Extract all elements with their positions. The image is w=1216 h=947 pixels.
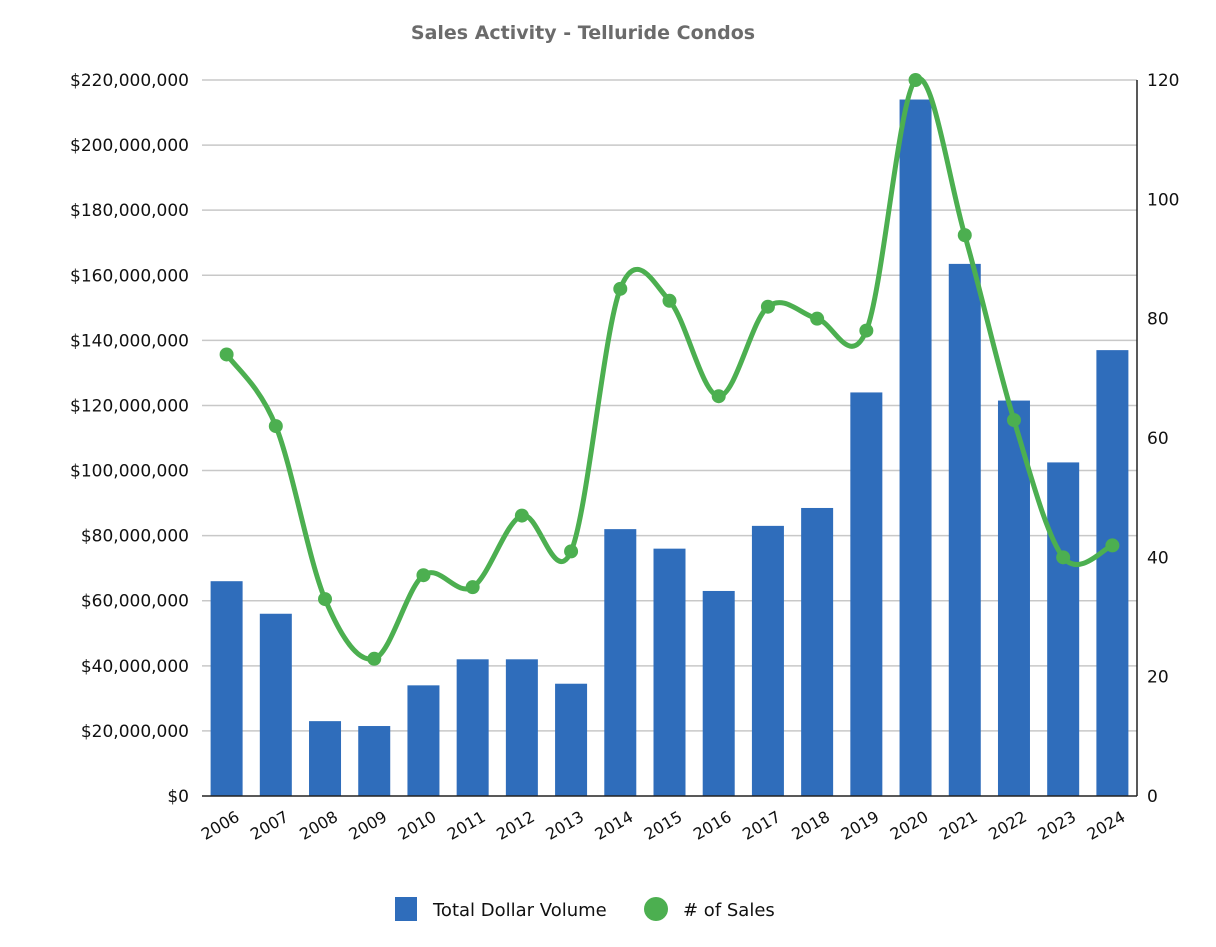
x-tick-label: 2010 [395,807,440,844]
x-tick-label: 2008 [296,807,341,844]
sales-point-2007 [268,419,283,434]
x-tick-label: 2015 [641,807,686,844]
sales-point-2009 [367,651,382,666]
left-tick-label: $200,000,000 [70,136,189,156]
x-tick-label: 2006 [198,807,243,844]
left-tick-label: $40,000,000 [81,657,189,677]
right-tick-label: 80 [1147,310,1169,330]
sales-point-2018 [810,311,825,326]
bar-2009 [358,726,391,796]
left-tick-label: $100,000,000 [70,462,189,482]
sales-point-2020 [908,73,923,87]
right-tick-label: 20 [1147,668,1169,688]
right-tick-label: 100 [1147,190,1179,210]
left-tick-label: $180,000,000 [70,201,189,221]
x-tick-label: 2012 [493,807,538,844]
left-tick-label: $60,000,000 [81,592,189,612]
right-tick-label: 60 [1147,429,1169,449]
left-tick-label: $160,000,000 [70,266,189,286]
line-series [219,73,1120,666]
x-tick-label: 2018 [788,807,833,844]
bar-2012 [505,659,538,796]
sales-point-2010 [416,568,431,583]
x-tick-label: 2011 [444,807,489,844]
gridlines [202,79,1137,732]
sales-point-2017 [760,299,775,314]
sales-point-2022 [1006,413,1021,428]
bar-2010 [407,685,440,796]
bar-2015 [653,548,686,796]
legend-label-volume: Total Dollar Volume [432,900,607,921]
sales-point-2021 [957,228,972,243]
bar-2016 [702,590,735,796]
left-tick-label: $20,000,000 [81,722,189,742]
legend-swatch-volume [395,897,417,921]
right-axis-ticks: 0 20 40 60 80 100 120 [1147,71,1179,807]
bar-2013 [555,683,588,796]
bar-2006 [210,581,243,796]
bar-2017 [751,525,784,796]
x-tick-label: 2014 [592,807,637,844]
x-axis-ticks: 2006 2007 2008 2009 2010 2011 2012 2013 2014 2015… [198,807,1129,844]
legend: Total Dollar Volume # of Sales [395,897,775,921]
left-tick-label: $140,000,000 [70,331,189,351]
sales-point-2011 [465,580,480,595]
sales-point-2023 [1056,550,1071,565]
bar-series [210,99,1129,796]
x-tick-label: 2021 [936,807,981,844]
bar-2023 [1047,462,1080,796]
bar-2019 [850,392,883,796]
sales-point-2013 [564,544,579,559]
bar-2021 [948,263,981,796]
sales-point-2006 [219,347,234,362]
bar-2011 [456,659,489,796]
bar-2024 [1096,350,1129,796]
x-tick-label: 2016 [690,807,735,844]
bar-2018 [801,507,834,796]
bar-2014 [604,529,637,796]
x-tick-label: 2009 [345,807,390,844]
x-tick-label: 2022 [985,807,1030,844]
bar-2022 [997,400,1030,796]
x-tick-label: 2020 [887,807,932,844]
right-tick-label: 120 [1147,71,1179,91]
bar-2020 [899,99,932,796]
x-tick-label: 2024 [1084,807,1129,844]
left-tick-label: $120,000,000 [70,396,189,416]
sales-point-2008 [318,592,333,607]
left-tick-label: $80,000,000 [81,527,189,547]
axes [202,80,1138,797]
left-tick-label: $0 [167,787,189,807]
bar-2008 [309,721,342,796]
legend-label-sales: # of Sales [683,900,775,921]
x-tick-label: 2013 [542,807,587,844]
sales-point-2016 [711,389,726,404]
sales-point-2015 [662,293,677,308]
x-tick-label: 2023 [1034,807,1079,844]
chart-title: Sales Activity - Telluride Condos [411,22,755,44]
sales-point-2024 [1105,538,1120,553]
x-tick-label: 2017 [739,807,784,844]
left-tick-label: $220,000,000 [70,71,189,91]
sales-point-2012 [514,508,529,523]
x-tick-label: 2007 [247,807,292,844]
right-tick-label: 40 [1147,548,1169,568]
x-tick-label: 2019 [838,807,883,844]
left-axis-ticks: $0 $20,000,000 $40,000,000 $60,000,000 $80,0… [70,71,189,807]
right-tick-label: 0 [1147,787,1158,807]
bar-2007 [259,613,292,796]
sales-point-2019 [859,323,874,338]
legend-swatch-sales [644,897,668,921]
sales-point-2014 [613,281,628,296]
